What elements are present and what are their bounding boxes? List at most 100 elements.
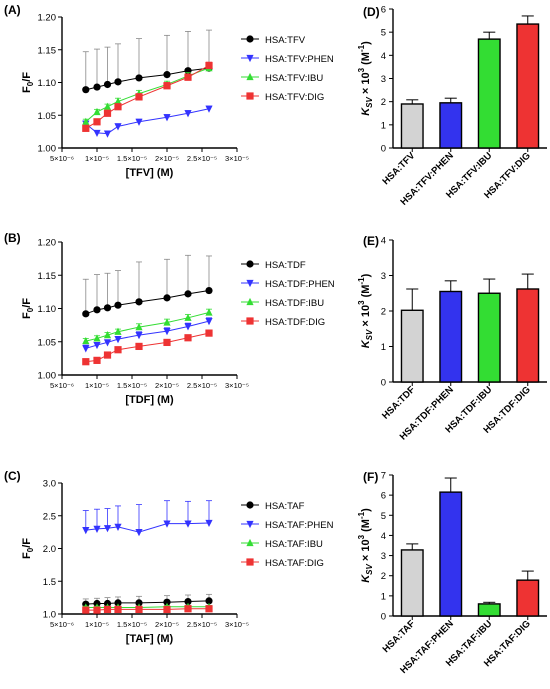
legend-label: HSA:TFV:PHEN <box>265 54 334 65</box>
series: HSA:TFV:DIG <box>82 61 324 132</box>
bar <box>516 23 540 149</box>
data-point <box>135 74 143 82</box>
x-tick-label: 2×10⁻⁵ <box>155 381 179 390</box>
ylabel-sub: 0 <box>26 81 35 86</box>
ylabel-part: ) <box>360 273 372 277</box>
ylabel-sup: -1 <box>357 44 366 52</box>
data-point <box>114 346 122 354</box>
series: HSA:TDF:DIG <box>82 317 325 366</box>
data-point <box>114 327 122 335</box>
ylabel-part: F <box>21 312 33 319</box>
ylabel-sup: -1 <box>357 277 366 285</box>
y-tick-label: 5 <box>381 511 386 522</box>
y-tick-label: 3 <box>381 74 386 85</box>
scatter-chart: (B) 1.00 1.05 1.10 1.15 1.20 5×10⁻⁶ 1×10⁻⁵ 1.5×1… <box>4 231 335 406</box>
data-point <box>103 109 112 117</box>
bar <box>477 292 501 383</box>
x-axis-label: [TAF] (M) <box>126 633 174 645</box>
y-tick-label: 1.5 <box>43 577 56 588</box>
ylabel-sub: 0 <box>26 547 35 552</box>
data-point <box>114 97 122 105</box>
y-tick-label: 0 <box>381 612 386 623</box>
data-point <box>103 351 112 359</box>
legend-marker <box>246 520 254 529</box>
data-point <box>205 308 213 316</box>
x-tick-label: 3×10⁻⁵ <box>225 154 249 163</box>
legend-label: HSA:TAF:IBU <box>265 539 323 550</box>
data-point <box>93 306 101 314</box>
scatter-chart: (C) 1.0 1.5 2.0 2.5 3.0 5×10⁻⁶ 1×10⁻⁵ 1.5×10⁻⁵ 2×… <box>4 469 334 645</box>
x-tick-label: 1×10⁻⁵ <box>85 381 109 390</box>
y-axis-label: KSV × 103 (M-1) <box>357 41 374 116</box>
data-point <box>163 114 171 122</box>
legend-marker <box>246 72 254 81</box>
y-tick-label: 1.15 <box>38 45 57 56</box>
data-point <box>205 286 213 295</box>
bar <box>439 290 463 383</box>
data-point <box>82 527 90 535</box>
y-axis-label: KSV × 103 (M-1) <box>357 508 374 583</box>
data-point <box>82 358 90 366</box>
y-tick-label: 4 <box>381 531 386 542</box>
legend-marker <box>246 317 254 325</box>
ylabel-sub: 0 <box>26 307 35 312</box>
y-tick-label: 3 <box>381 551 386 562</box>
bar <box>516 579 540 617</box>
data-point <box>103 339 112 347</box>
data-point <box>135 93 143 101</box>
y-tick-label: 4 <box>381 236 386 247</box>
data-point <box>205 597 213 605</box>
legend-marker <box>246 92 254 100</box>
panel-label: (F) <box>363 470 378 484</box>
y-tick-label: 0 <box>381 378 386 389</box>
data-point <box>93 334 101 342</box>
y-tick-label: 3.0 <box>43 479 56 490</box>
bar <box>516 288 540 383</box>
series: HSA:TFV <box>82 29 306 94</box>
data-point <box>163 598 171 606</box>
bar <box>400 103 424 149</box>
data-point <box>93 129 101 138</box>
data-point <box>184 597 192 606</box>
legend-label: HSA:TAF:PHEN <box>265 520 334 531</box>
ylabel-part: × 10 <box>360 72 372 97</box>
y-tick-label: 1.15 <box>38 271 57 282</box>
data-point <box>103 525 112 533</box>
x-tick-label: 5×10⁻⁶ <box>50 620 74 629</box>
data-point <box>135 605 143 614</box>
data-point <box>82 606 90 614</box>
data-point <box>103 331 112 339</box>
data-point <box>205 519 213 528</box>
ylabel-sub: SV <box>365 329 374 340</box>
ylabel-sup: 3 <box>357 534 366 539</box>
data-point <box>82 124 90 132</box>
y-tick-label: 2.5 <box>43 511 56 522</box>
data-point <box>163 71 171 79</box>
legend-marker <box>246 35 254 43</box>
x-axis-label: [TFV] (M) <box>126 167 174 179</box>
y-axis-label: F0/F <box>21 298 35 319</box>
ylabel-part: /F <box>21 538 33 548</box>
ylabel-sup: -1 <box>357 511 366 519</box>
data-point <box>82 345 90 353</box>
data-point <box>135 599 143 607</box>
y-tick-label: 2.0 <box>43 544 56 555</box>
x-tick-label: HSA:TDF <box>380 384 417 421</box>
data-point <box>93 606 101 614</box>
data-point <box>103 304 112 312</box>
bar <box>400 309 424 383</box>
legend-marker <box>246 279 254 288</box>
data-point <box>205 605 213 613</box>
y-tick-label: 0 <box>381 144 386 155</box>
data-point <box>135 323 143 331</box>
data-point <box>82 117 90 125</box>
data-point <box>114 103 122 111</box>
panel-label: (C) <box>4 469 21 483</box>
data-point <box>163 520 171 528</box>
data-point <box>163 338 171 347</box>
ylabel-part: /F <box>21 298 33 308</box>
ylabel-part: K <box>360 107 372 116</box>
legend-label: HSA:TDF:IBU <box>265 298 324 309</box>
x-axis-label: [TDF] (M) <box>125 394 174 406</box>
